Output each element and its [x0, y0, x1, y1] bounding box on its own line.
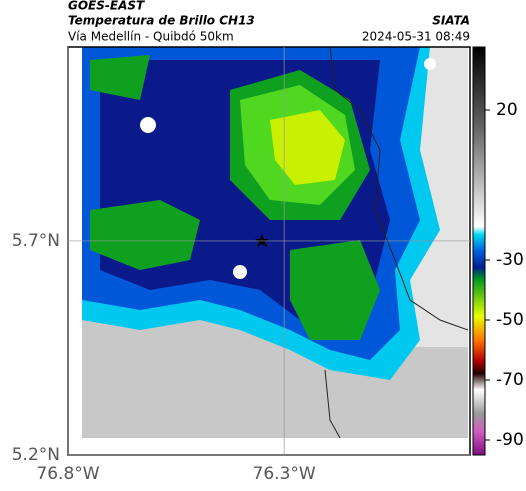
- y-tick-label: 5.2°N: [12, 445, 60, 465]
- x-tick-label: 76.8°W: [36, 464, 99, 484]
- colorbar-tick-label: -90: [496, 430, 524, 450]
- colorbar-tick-label: -50: [496, 310, 524, 330]
- y-tick-label: 5.7°N: [12, 231, 60, 251]
- agency: SIATA: [432, 14, 470, 28]
- x-tick-label: 76.3°W: [253, 464, 316, 484]
- satellite-image: [82, 47, 468, 438]
- product: Temperatura de Brillo CH13: [68, 14, 255, 28]
- colorbar-tick-label: 20: [496, 100, 518, 120]
- location-marker: [255, 234, 269, 247]
- colorbar-tick-label: -30: [496, 250, 524, 270]
- colorbar: [472, 46, 486, 456]
- timestamp: 2024-05-31 08:49: [362, 30, 470, 44]
- source: GOES-EAST: [68, 0, 145, 13]
- colorbar-tick-label: -70: [496, 370, 524, 390]
- region: Vía Medellín - Quibdó 50km: [68, 30, 234, 44]
